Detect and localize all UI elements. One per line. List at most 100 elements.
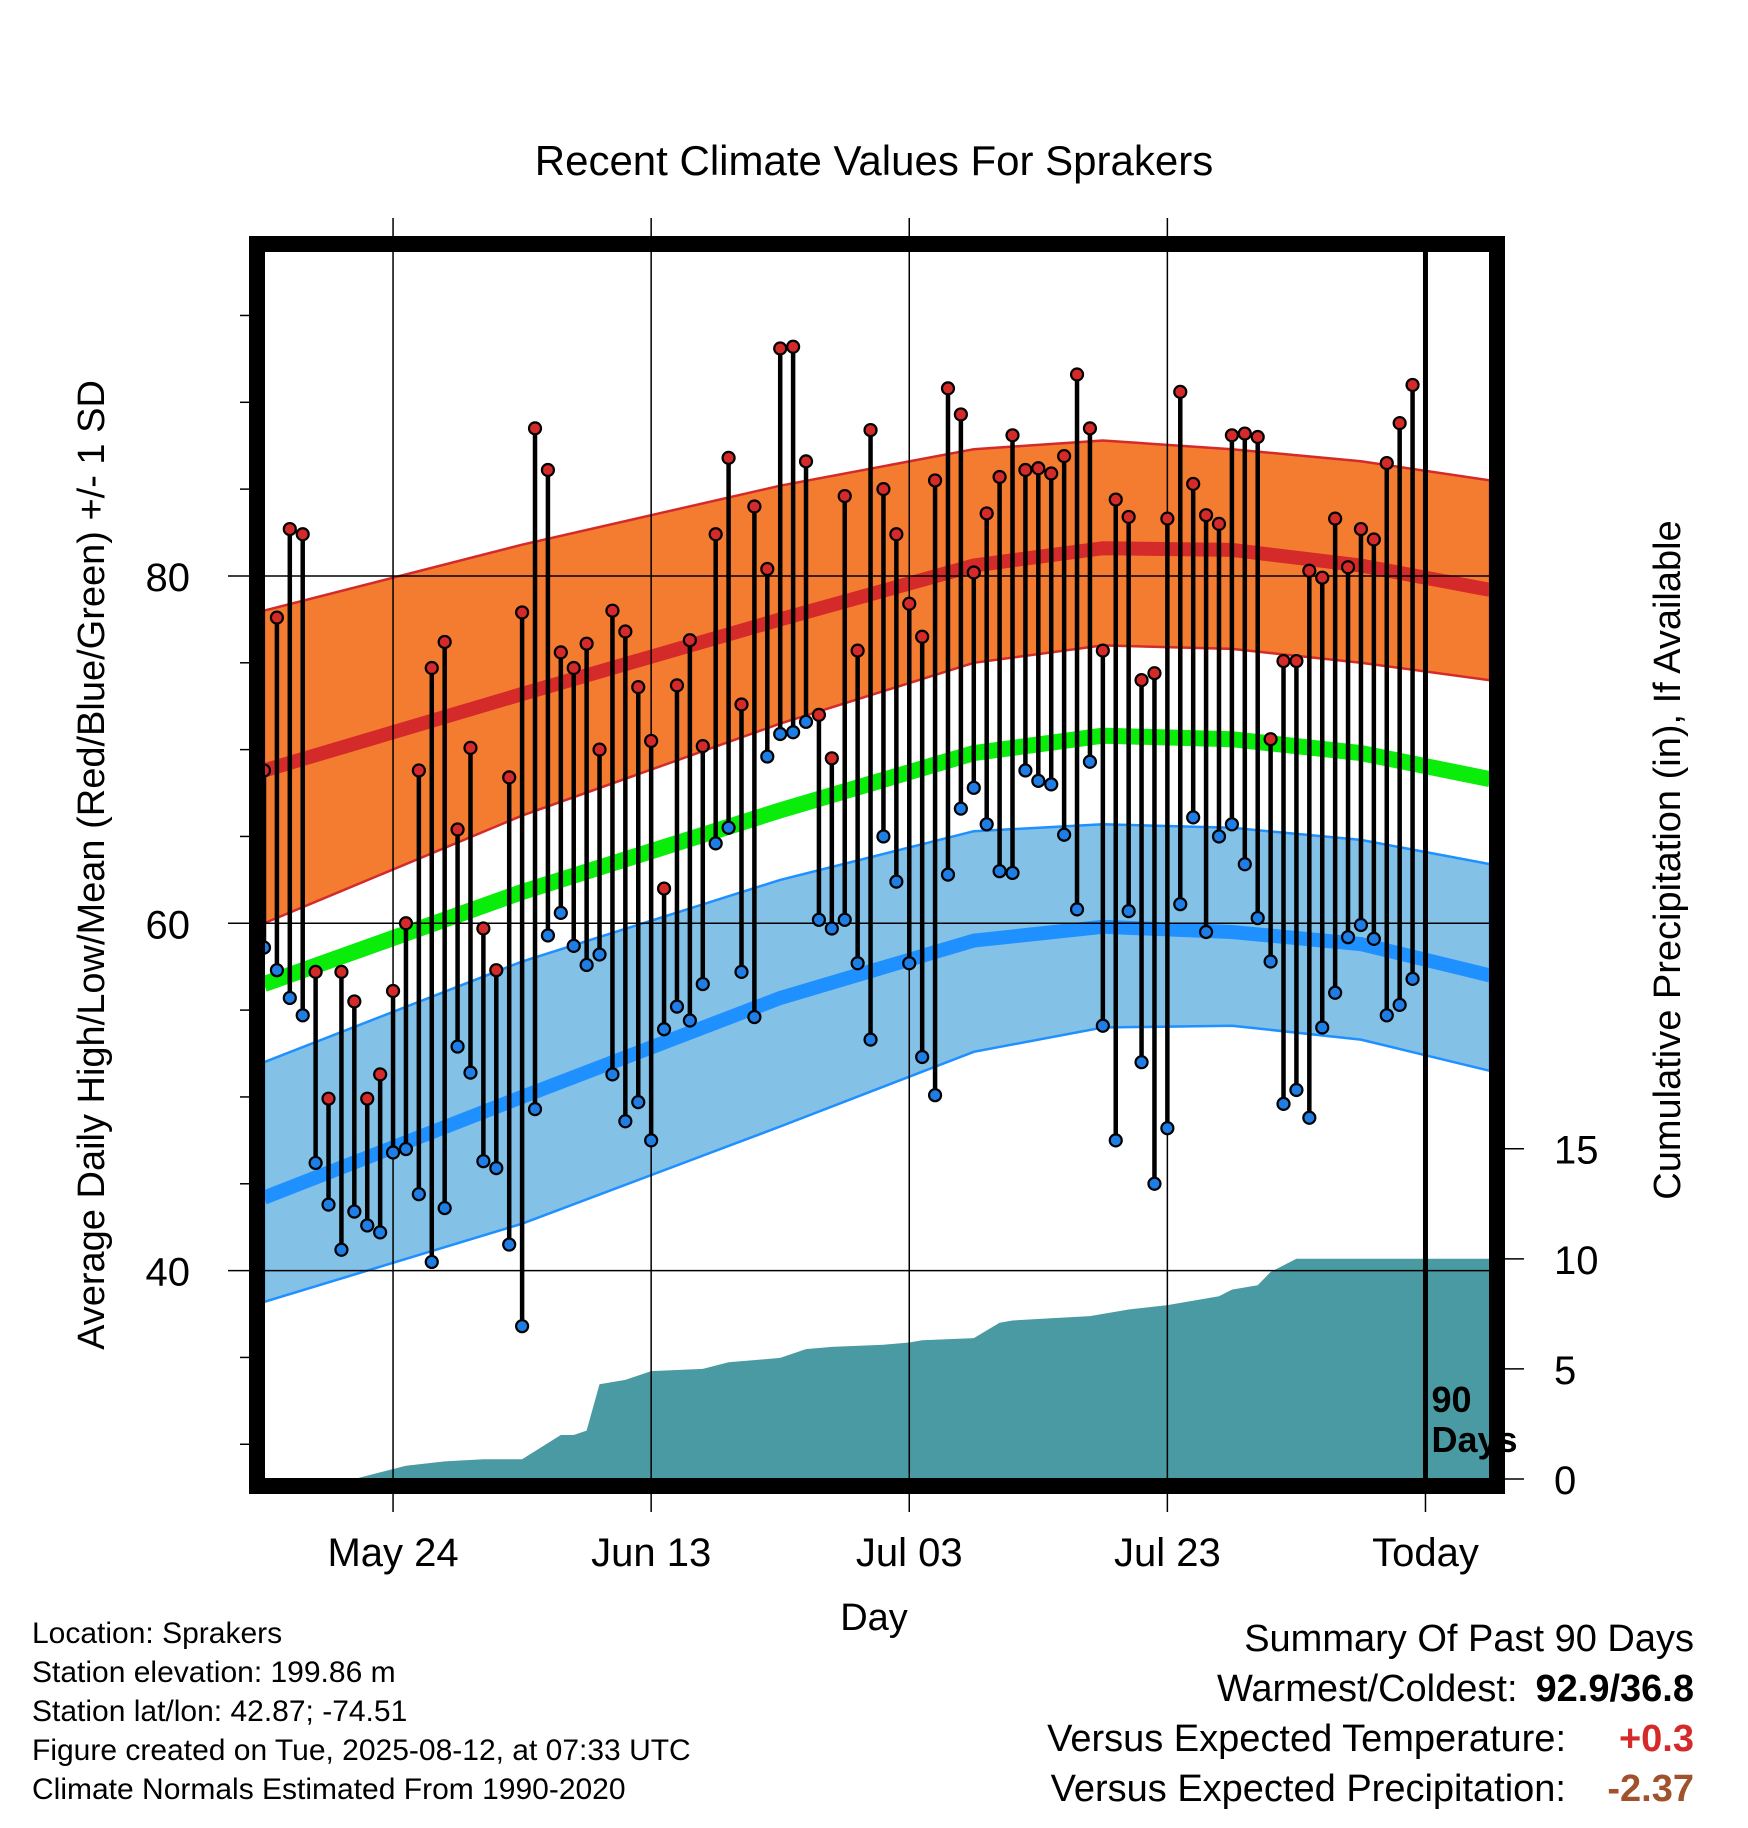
daily-high-point xyxy=(605,603,620,618)
daily-low-point xyxy=(1198,924,1214,940)
daily-high-point xyxy=(1044,466,1059,481)
daily-high-point xyxy=(824,751,839,766)
daily-high-point xyxy=(360,1091,375,1106)
daily-high-point xyxy=(1237,426,1252,441)
summary-title: Summary Of Past 90 Days xyxy=(1244,1618,1694,1660)
daily-high-point xyxy=(1057,449,1072,464)
daily-low-point xyxy=(1044,777,1059,792)
x-tick-label: Jul 23 xyxy=(1114,1531,1221,1575)
daily-low-point xyxy=(786,725,801,740)
daily-high-point xyxy=(721,450,736,465)
daily-low-point xyxy=(540,928,556,943)
daily-high-point xyxy=(902,596,917,611)
daily-high-point xyxy=(1173,384,1188,399)
daily-low-point xyxy=(708,836,723,851)
chart-title: Recent Climate Values For Sprakers xyxy=(535,137,1213,184)
daily-low-point xyxy=(1392,997,1407,1013)
daily-high-point xyxy=(953,407,968,422)
daily-low-point xyxy=(592,947,607,962)
daily-low-point xyxy=(1057,827,1072,842)
daily-low-point xyxy=(773,726,788,742)
daily-high-point xyxy=(850,643,865,658)
daily-high-point xyxy=(1211,516,1227,531)
daily-high-point xyxy=(695,739,710,754)
daily-high-point xyxy=(269,610,285,625)
daily-high-point xyxy=(979,506,994,521)
daily-low-point xyxy=(966,780,981,795)
created-text: Figure created on Tue, 2025-08-12, at 07… xyxy=(32,1734,691,1767)
daily-high-point xyxy=(1121,509,1136,525)
daily-low-point xyxy=(631,1095,646,1110)
daily-high-point xyxy=(1379,455,1394,471)
daily-high-point xyxy=(1198,508,1214,523)
summary-temp: Versus Expected Temperature: +0.3 xyxy=(874,1714,1694,1764)
daily-high-point xyxy=(1082,421,1098,436)
daily-low-point xyxy=(876,829,891,844)
daily-high-point xyxy=(747,499,762,514)
daily-low-point xyxy=(734,964,749,980)
daily-high-point xyxy=(579,636,594,651)
axes: May 24 Jun 13 Jul 03 Jul 23 Today 40 60 80 0 5 10 1… xyxy=(146,314,1599,1575)
x-tick-label: Today xyxy=(1372,1531,1479,1575)
daily-low-point xyxy=(398,1141,414,1157)
daily-high-point xyxy=(927,473,943,488)
daily-low-point xyxy=(644,1133,659,1148)
daily-low-point xyxy=(450,1039,465,1054)
daily-low-point xyxy=(656,1022,672,1037)
daily-high-point xyxy=(1276,653,1291,669)
daily-low-point xyxy=(1211,829,1227,844)
elevation-text: Station elevation: 199.86 m xyxy=(32,1656,396,1689)
daily-high-point xyxy=(450,822,465,837)
daily-high-point xyxy=(1095,643,1110,658)
daily-low-point xyxy=(553,905,568,920)
daily-high-point xyxy=(1018,462,1033,478)
daily-high-point xyxy=(786,339,801,354)
daily-low-point xyxy=(476,1154,491,1169)
daily-high-point xyxy=(1302,563,1317,578)
daily-low-point xyxy=(437,1200,452,1216)
normals-text: Climate Normals Estimated From 1990-2020 xyxy=(32,1773,626,1806)
precipitation-area xyxy=(264,1258,1490,1479)
daily-low-point xyxy=(1108,1133,1123,1148)
today-days-label-1: 90 xyxy=(1431,1379,1471,1420)
normal-low-line xyxy=(264,919,1490,1205)
daily-high-point xyxy=(734,697,749,712)
daily-high-point xyxy=(644,733,659,749)
daily-low-point xyxy=(1276,1096,1291,1111)
daily-low-point xyxy=(889,874,904,889)
daily-high-point xyxy=(489,963,504,978)
x-tick-label: Jun 13 xyxy=(591,1531,711,1575)
latlon-text: Station lat/lon: 42.87; -74.51 xyxy=(32,1695,408,1728)
daily-low-point xyxy=(747,1009,762,1025)
daily-low-point xyxy=(566,938,581,953)
daily-high-point xyxy=(321,1091,336,1106)
daily-high-point xyxy=(1224,428,1239,443)
daily-high-point xyxy=(631,680,646,695)
warm-cold-value: 92.9/36.8 xyxy=(1535,1668,1694,1710)
daily-high-point xyxy=(566,660,581,676)
daily-low-point xyxy=(1005,865,1020,881)
daily-low-point xyxy=(863,1032,878,1047)
daily-low-point xyxy=(1250,910,1265,926)
daily-low-point xyxy=(515,1319,530,1334)
daily-low-point xyxy=(489,1161,504,1176)
daily-high-point xyxy=(502,770,517,785)
daily-high-point xyxy=(553,645,568,660)
daily-low-point xyxy=(682,1013,697,1028)
daily-low-point xyxy=(669,999,685,1014)
daily-high-point xyxy=(1366,532,1381,547)
daily-high-point xyxy=(476,921,491,936)
daily-high-point xyxy=(347,994,362,1009)
y-tick-label: 80 xyxy=(146,556,191,600)
daily-low-point xyxy=(1031,773,1046,788)
daily-high-point xyxy=(992,469,1007,485)
daily-high-point xyxy=(656,881,672,896)
daily-low-point xyxy=(1263,954,1278,969)
daily-low-point xyxy=(811,912,827,927)
daily-high-point xyxy=(1160,511,1175,526)
daily-low-point xyxy=(979,817,994,832)
daily-low-point xyxy=(1224,817,1239,832)
daily-low-point xyxy=(824,921,839,936)
daily-high-point xyxy=(1186,476,1201,492)
y-right-tick-label: 5 xyxy=(1554,1349,1576,1393)
